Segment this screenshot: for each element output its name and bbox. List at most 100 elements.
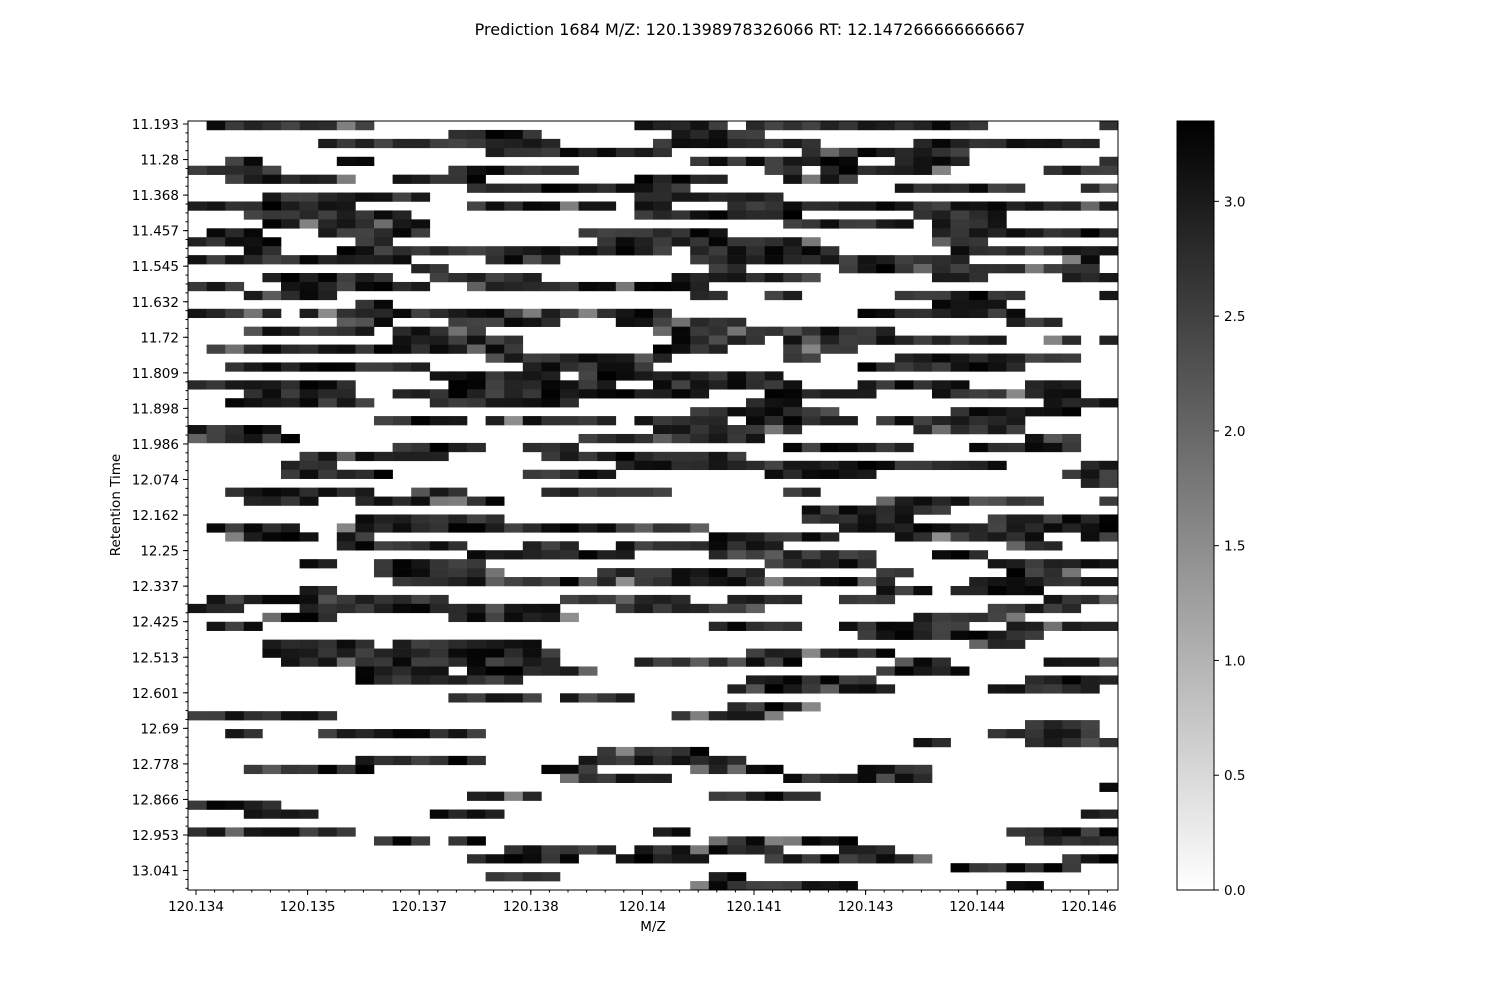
- heatmap-cell: [336, 648, 356, 658]
- heatmap-cell: [820, 675, 840, 685]
- heatmap-cell: [411, 326, 431, 336]
- heatmap-cell: [374, 273, 393, 283]
- heatmap-cell: [262, 648, 282, 658]
- heatmap-cell: [467, 577, 486, 587]
- heatmap-cell: [876, 121, 896, 131]
- heatmap-cell: [746, 192, 765, 202]
- heatmap-cell: [597, 568, 617, 578]
- heatmap-cell: [1080, 398, 1100, 408]
- heatmap-cell: [671, 657, 691, 667]
- heatmap-cell: [671, 237, 691, 247]
- heatmap-cell: [987, 729, 1007, 739]
- heatmap-cell: [281, 469, 300, 479]
- heatmap-cell: [1025, 729, 1044, 739]
- heatmap-cell: [467, 755, 486, 766]
- heatmap-cell: [783, 791, 803, 801]
- heatmap-cell: [932, 389, 951, 399]
- heatmap-cell: [690, 121, 710, 131]
- heatmap-cell: [392, 344, 412, 354]
- heatmap-cell: [764, 577, 784, 587]
- heatmap-cell: [653, 210, 672, 220]
- heatmap-cell: [1025, 603, 1044, 614]
- heatmap-cell: [560, 487, 579, 497]
- y-tick-label: 13.041: [132, 864, 179, 880]
- heatmap-cell: [894, 353, 914, 363]
- heatmap-cell: [522, 603, 542, 614]
- heatmap-cell: [541, 612, 561, 623]
- heatmap-cell: [243, 380, 263, 390]
- heatmap-cell: [1025, 836, 1044, 846]
- heatmap-cell: [987, 496, 1007, 506]
- heatmap-cell: [392, 138, 412, 149]
- heatmap-cell: [522, 693, 542, 703]
- heatmap-cell: [653, 594, 672, 605]
- heatmap-cell: [1099, 201, 1119, 211]
- heatmap-cell: [485, 308, 505, 319]
- heatmap-cell: [801, 854, 821, 864]
- heatmap-cell: [1062, 246, 1082, 256]
- heatmap-cell: [1006, 612, 1026, 623]
- heatmap-cell: [1006, 514, 1026, 524]
- heatmap-cell: [913, 666, 933, 676]
- heatmap-cell: [448, 648, 468, 658]
- heatmap-cell: [392, 255, 412, 265]
- heatmap-cell: [653, 827, 672, 837]
- heatmap-cell: [281, 255, 300, 265]
- heatmap-cell: [467, 335, 486, 345]
- heatmap-cell: [578, 693, 598, 703]
- heatmap-cell: [429, 389, 449, 399]
- heatmap-cell: [913, 657, 933, 667]
- heatmap-cell: [318, 362, 338, 372]
- heatmap-cell: [708, 317, 728, 327]
- heatmap-cell: [318, 460, 338, 471]
- heatmap-cell: [615, 147, 635, 158]
- x-axis-ticks: 120.134 120.135 120.137 120.138 120.14 120.14…: [168, 890, 1117, 915]
- heatmap-cell: [932, 156, 951, 167]
- heatmap-cell: [1062, 433, 1082, 444]
- heatmap-cell: [541, 666, 561, 676]
- heatmap-cell: [355, 514, 375, 524]
- heatmap-cell: [522, 398, 542, 408]
- heatmap-cell: [560, 201, 579, 211]
- heatmap-cell: [690, 192, 710, 202]
- heatmap-cell: [1025, 264, 1044, 274]
- heatmap-cell: [541, 398, 561, 408]
- heatmap-cell: [336, 326, 356, 336]
- heatmap-cell: [950, 219, 970, 229]
- heatmap-cell: [318, 326, 338, 336]
- heatmap-cell: [467, 138, 486, 149]
- heatmap-cell: [1043, 541, 1063, 551]
- heatmap-cell: [355, 639, 375, 649]
- heatmap-cell: [876, 335, 896, 345]
- heatmap-cell: [653, 308, 672, 319]
- colorbar-tick-label: 0.0: [1224, 883, 1245, 899]
- heatmap-cell: [746, 594, 765, 605]
- heatmap-cell: [801, 416, 821, 426]
- heatmap-cell: [411, 639, 431, 649]
- heatmap-cell: [839, 550, 858, 560]
- x-tick-label: 120.138: [503, 899, 559, 915]
- heatmap-cell: [950, 621, 970, 631]
- y-tick-label: 12.953: [132, 828, 179, 844]
- heatmap-cell: [876, 684, 896, 694]
- heatmap-cell: [560, 362, 579, 372]
- heatmap-cell: [727, 881, 747, 891]
- heatmap-cell: [374, 666, 393, 676]
- heatmap-cell: [708, 451, 728, 462]
- heatmap-cell: [541, 380, 561, 390]
- heatmap-cell: [374, 210, 393, 220]
- heatmap-cell: [671, 577, 691, 587]
- heatmap-cell: [336, 246, 356, 256]
- heatmap-cell: [578, 362, 598, 372]
- heatmap-cell: [1062, 854, 1082, 864]
- heatmap-cell: [522, 129, 542, 140]
- heatmap-cell: [541, 657, 561, 667]
- heatmap-cell: [411, 541, 431, 551]
- heatmap-cell: [281, 389, 300, 399]
- heatmap-cell: [671, 183, 691, 193]
- heatmap-cell: [578, 523, 598, 533]
- heatmap-cell: [1006, 201, 1026, 211]
- heatmap-cell: [281, 809, 300, 819]
- heatmap-cell: [839, 174, 858, 184]
- heatmap-cell: [299, 809, 319, 819]
